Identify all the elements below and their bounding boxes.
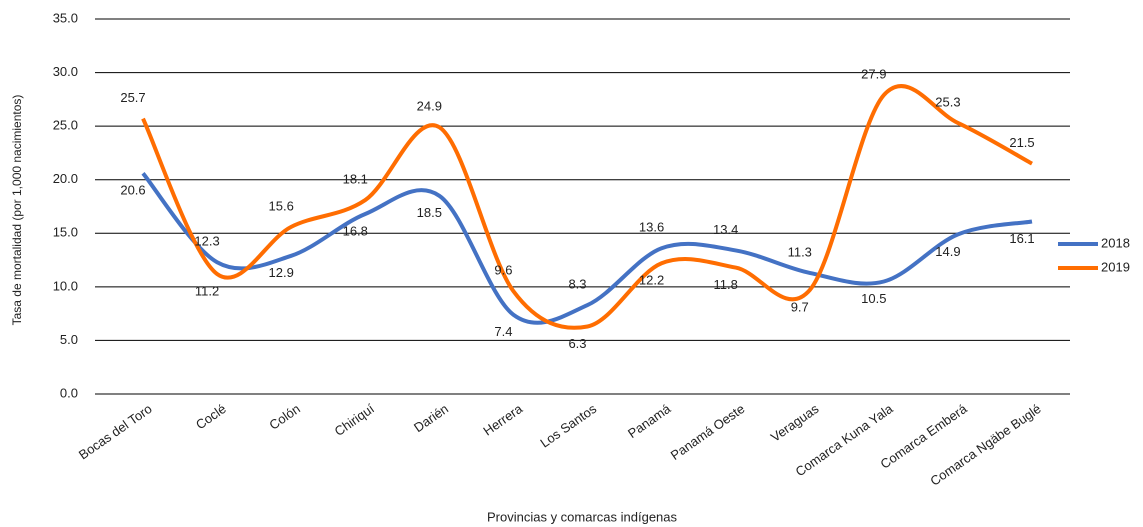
- data-label: 13.6: [639, 220, 664, 235]
- x-axis-title: Provincias y comarcas indígenas: [487, 509, 678, 524]
- data-label: 16.1: [1009, 231, 1034, 246]
- x-tick-label: Herrera: [480, 401, 525, 439]
- data-label: 9.7: [791, 300, 809, 315]
- data-label: 12.9: [269, 265, 294, 280]
- data-label: 25.3: [935, 94, 960, 109]
- y-tick-label: 20.0: [53, 171, 78, 186]
- data-label: 13.4: [713, 222, 738, 237]
- data-label: 20.6: [120, 183, 145, 198]
- x-tick-label: Colón: [266, 401, 302, 433]
- x-tick-label: Panamá: [625, 401, 674, 442]
- data-label: 11.8: [713, 277, 737, 292]
- line-series: [141, 172, 1033, 325]
- y-tick-label: 10.0: [53, 278, 78, 293]
- data-label: 9.6: [494, 263, 512, 278]
- data-label: 12.3: [194, 234, 219, 249]
- y-tick-label: 25.0: [53, 118, 78, 133]
- data-label: 11.2: [195, 283, 219, 298]
- y-tick-label: 15.0: [53, 225, 78, 240]
- x-tick-label: Bocas del Toro: [76, 401, 155, 462]
- data-label: 18.1: [343, 172, 368, 187]
- legend-label: 2019: [1101, 259, 1130, 274]
- data-label: 15.6: [269, 198, 294, 213]
- x-tick-label: Darién: [411, 401, 451, 435]
- y-tick-label: 0.0: [60, 385, 78, 400]
- y-tick-label: 35.0: [53, 10, 78, 25]
- data-label: 24.9: [417, 99, 442, 114]
- data-label: 11.3: [788, 244, 812, 259]
- y-axis-title: Tasa de mortalidad (por 1,000 nacimiento…: [10, 95, 24, 326]
- data-label: 16.8: [343, 223, 368, 238]
- data-label: 18.5: [417, 205, 442, 220]
- y-tick-label: 5.0: [60, 332, 78, 347]
- x-tick-label: Panamá Oeste: [668, 401, 748, 463]
- x-tick-label: Coclé: [193, 401, 229, 432]
- data-label: 27.9: [861, 67, 886, 82]
- data-label: 10.5: [861, 291, 886, 306]
- data-label: 7.4: [494, 324, 512, 339]
- x-tick-label: Chiriquí: [332, 401, 378, 439]
- data-label: 25.7: [120, 90, 145, 105]
- data-label: 21.5: [1009, 135, 1034, 150]
- data-label: 6.3: [568, 336, 586, 351]
- y-tick-label: 30.0: [53, 64, 78, 79]
- x-tick-label: Los Santos: [537, 401, 599, 451]
- x-tick-label: Veraguas: [768, 401, 822, 445]
- data-label: 14.9: [935, 244, 960, 259]
- data-label: 12.2: [639, 273, 664, 288]
- data-label: 8.3: [568, 277, 586, 292]
- legend-label: 2018: [1101, 235, 1130, 250]
- line-series: [141, 84, 1033, 330]
